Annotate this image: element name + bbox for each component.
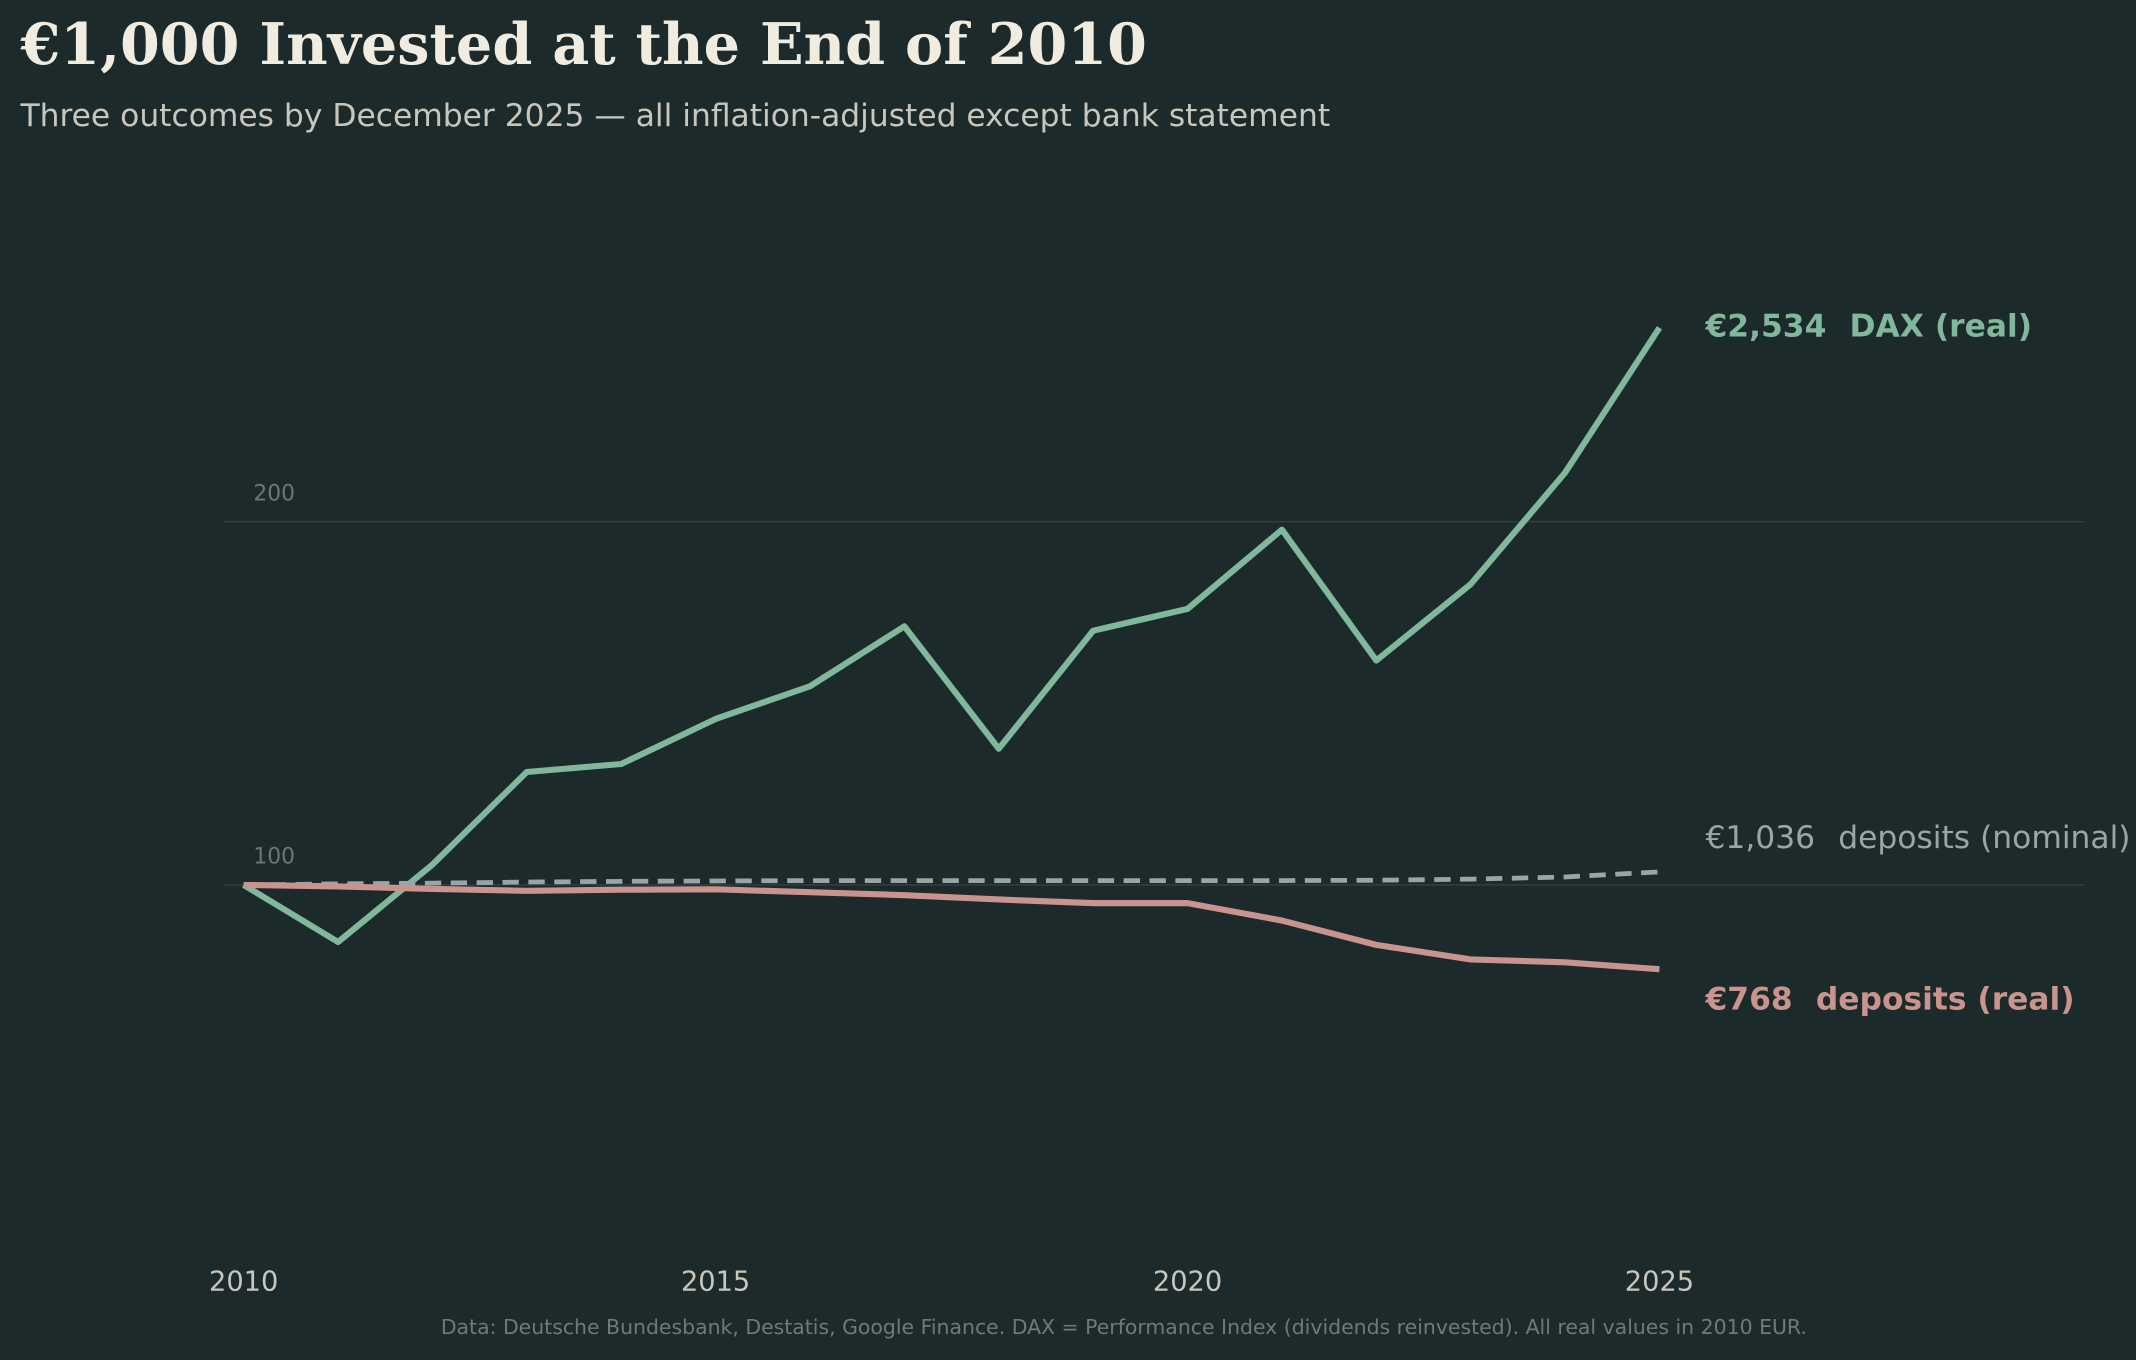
footnote: Data: Deutsche Bundesbank, Destatis, Goo… <box>441 1315 1807 1339</box>
chart-title: €1,000 Invested at the End of 2010 <box>19 11 1146 78</box>
x-tick-label: 2015 <box>681 1267 750 1298</box>
end-value: €2,534 <box>1705 309 1827 345</box>
end-label: €1,036 deposits (nominal) <box>1706 820 2131 856</box>
chart-subtitle: Three outcomes by December 2025 — all in… <box>19 98 1330 134</box>
end-label: €2,534 DAX (real) <box>1705 309 2033 345</box>
x-tick-label: 2010 <box>209 1267 278 1298</box>
x-tick-label: 2020 <box>1153 1267 1222 1298</box>
series-line <box>243 881 1660 973</box>
legend-label: deposits (real) <box>1816 982 2075 1018</box>
legend-label: DAX (real) <box>1850 309 2033 345</box>
end-label: €768 deposits (real) <box>1705 982 2075 1018</box>
end-value: €768 <box>1705 982 1793 1018</box>
series-line <box>243 869 1660 888</box>
x-tick-label: 2025 <box>1625 1267 1694 1298</box>
legend-label: deposits (nominal) <box>1838 820 2130 856</box>
y-tick-label: 100 <box>253 845 295 870</box>
series-line <box>242 326 1663 946</box>
end-value: €1,036 <box>1706 820 1816 856</box>
y-tick-label: 200 <box>253 481 295 506</box>
